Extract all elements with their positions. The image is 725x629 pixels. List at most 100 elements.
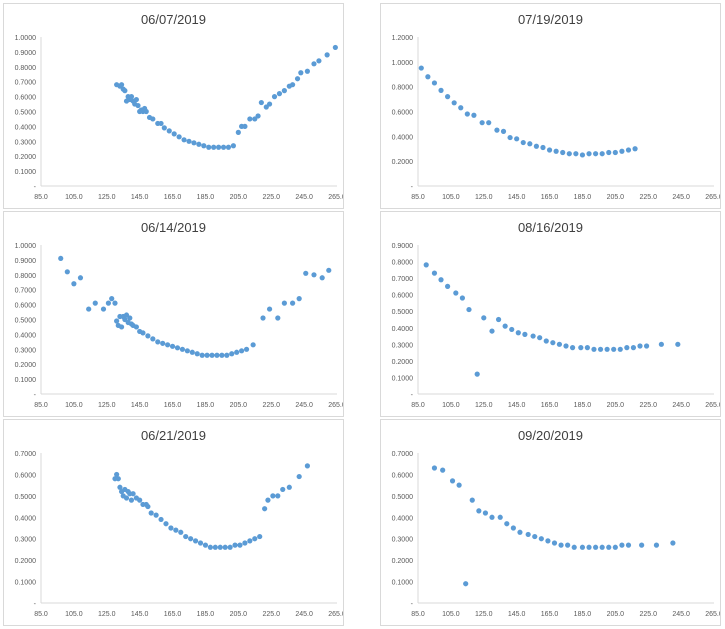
- data-point: [255, 113, 261, 119]
- data-point: [161, 125, 167, 131]
- chart-panel: 09/20/2019 - 0.1000 0.2000 0.3000 0.4000 0.500…: [380, 419, 721, 626]
- x-tick-label: 205.0: [230, 194, 248, 201]
- data-point: [522, 331, 528, 337]
- y-tick-label: 0.9000: [392, 243, 414, 250]
- data-point: [464, 111, 470, 117]
- data-point: [189, 349, 195, 355]
- y-tick-label: 0.1000: [392, 375, 414, 382]
- y-tick-label: 0.1000: [15, 580, 37, 587]
- data-point: [311, 61, 317, 67]
- y-tick-label: 0.4000: [15, 124, 37, 131]
- x-tick-label: 245.0: [672, 194, 690, 201]
- data-point: [281, 88, 287, 94]
- data-point: [133, 324, 139, 330]
- x-tick-label: 165.0: [164, 611, 182, 618]
- data-point: [431, 80, 438, 86]
- x-tick-label: 165.0: [541, 194, 559, 201]
- data-point: [145, 333, 151, 339]
- data-point: [86, 306, 92, 312]
- data-point: [158, 120, 164, 127]
- y-tick-label: 0.6000: [392, 472, 414, 479]
- data-point: [527, 141, 533, 147]
- x-tick-label: 185.0: [574, 611, 592, 618]
- data-point: [471, 112, 477, 118]
- data-point: [155, 339, 161, 345]
- data-point: [504, 521, 510, 527]
- x-tick-label: 185.0: [197, 194, 215, 201]
- data-point: [456, 482, 462, 488]
- y-tick-label: -: [411, 601, 414, 608]
- data-point: [495, 316, 502, 323]
- data-point: [158, 516, 164, 523]
- data-point: [263, 104, 269, 110]
- data-point: [643, 343, 650, 349]
- data-point: [201, 143, 207, 149]
- chart-panel: 06/21/2019 - 0.1000 0.2000 0.3000 0.4000 0.500…: [3, 419, 344, 626]
- y-tick-label: -: [34, 601, 37, 608]
- data-point: [304, 463, 310, 469]
- x-tick-label: 245.0: [295, 194, 313, 201]
- y-tick-label: 0.2000: [392, 159, 414, 166]
- data-point: [216, 144, 222, 150]
- x-tick-label: 265.0: [328, 611, 343, 618]
- data-point: [266, 306, 273, 312]
- x-tick-label: 85.0: [411, 402, 425, 409]
- data-point: [639, 542, 645, 548]
- data-point: [565, 542, 571, 548]
- data-point: [332, 44, 338, 51]
- x-tick-label: 165.0: [541, 402, 559, 409]
- data-point: [127, 315, 133, 321]
- x-tick-label: 225.0: [639, 194, 657, 201]
- data-point: [186, 138, 192, 144]
- data-point: [179, 346, 186, 352]
- data-point: [207, 544, 213, 550]
- data-point: [211, 144, 217, 150]
- y-tick-label: 1.0000: [15, 243, 37, 250]
- data-point: [266, 101, 273, 107]
- data-point: [171, 131, 177, 137]
- x-tick-label: 185.0: [197, 402, 215, 409]
- data-point: [481, 315, 487, 321]
- data-point: [239, 348, 245, 354]
- data-point: [71, 281, 77, 287]
- data-point: [173, 527, 179, 533]
- data-point: [617, 346, 623, 352]
- x-tick-label: 265.0: [328, 194, 343, 201]
- data-point: [425, 74, 431, 80]
- data-point: [533, 143, 539, 149]
- data-point: [543, 338, 549, 344]
- x-tick-label: 145.0: [131, 194, 149, 201]
- data-point: [128, 497, 135, 503]
- x-tick-label: 225.0: [262, 402, 280, 409]
- x-tick-label: 105.0: [65, 402, 83, 409]
- data-point: [166, 128, 172, 134]
- x-tick-label: 265.0: [705, 611, 720, 618]
- data-point: [235, 129, 241, 135]
- data-point: [463, 581, 469, 587]
- data-point: [571, 544, 577, 550]
- x-tick-label: 145.0: [508, 611, 526, 618]
- data-point: [220, 144, 227, 150]
- x-tick-label: 185.0: [197, 611, 215, 618]
- data-point: [115, 476, 121, 482]
- data-point: [114, 318, 120, 324]
- data-point: [612, 544, 618, 550]
- y-tick-label: 0.2000: [15, 154, 37, 161]
- data-point: [280, 486, 286, 493]
- data-point: [296, 473, 302, 480]
- data-point: [530, 333, 536, 339]
- data-point: [579, 544, 586, 550]
- data-point: [150, 336, 156, 342]
- data-point: [123, 312, 130, 318]
- data-point: [140, 330, 146, 336]
- data-point: [204, 352, 210, 358]
- data-point: [625, 147, 632, 153]
- data-point: [316, 58, 322, 64]
- data-point: [451, 100, 457, 106]
- data-point: [326, 267, 332, 273]
- x-tick-label: 105.0: [442, 402, 460, 409]
- data-point: [558, 542, 564, 548]
- x-tick-label: 125.0: [98, 611, 116, 618]
- x-tick-label: 145.0: [508, 194, 526, 201]
